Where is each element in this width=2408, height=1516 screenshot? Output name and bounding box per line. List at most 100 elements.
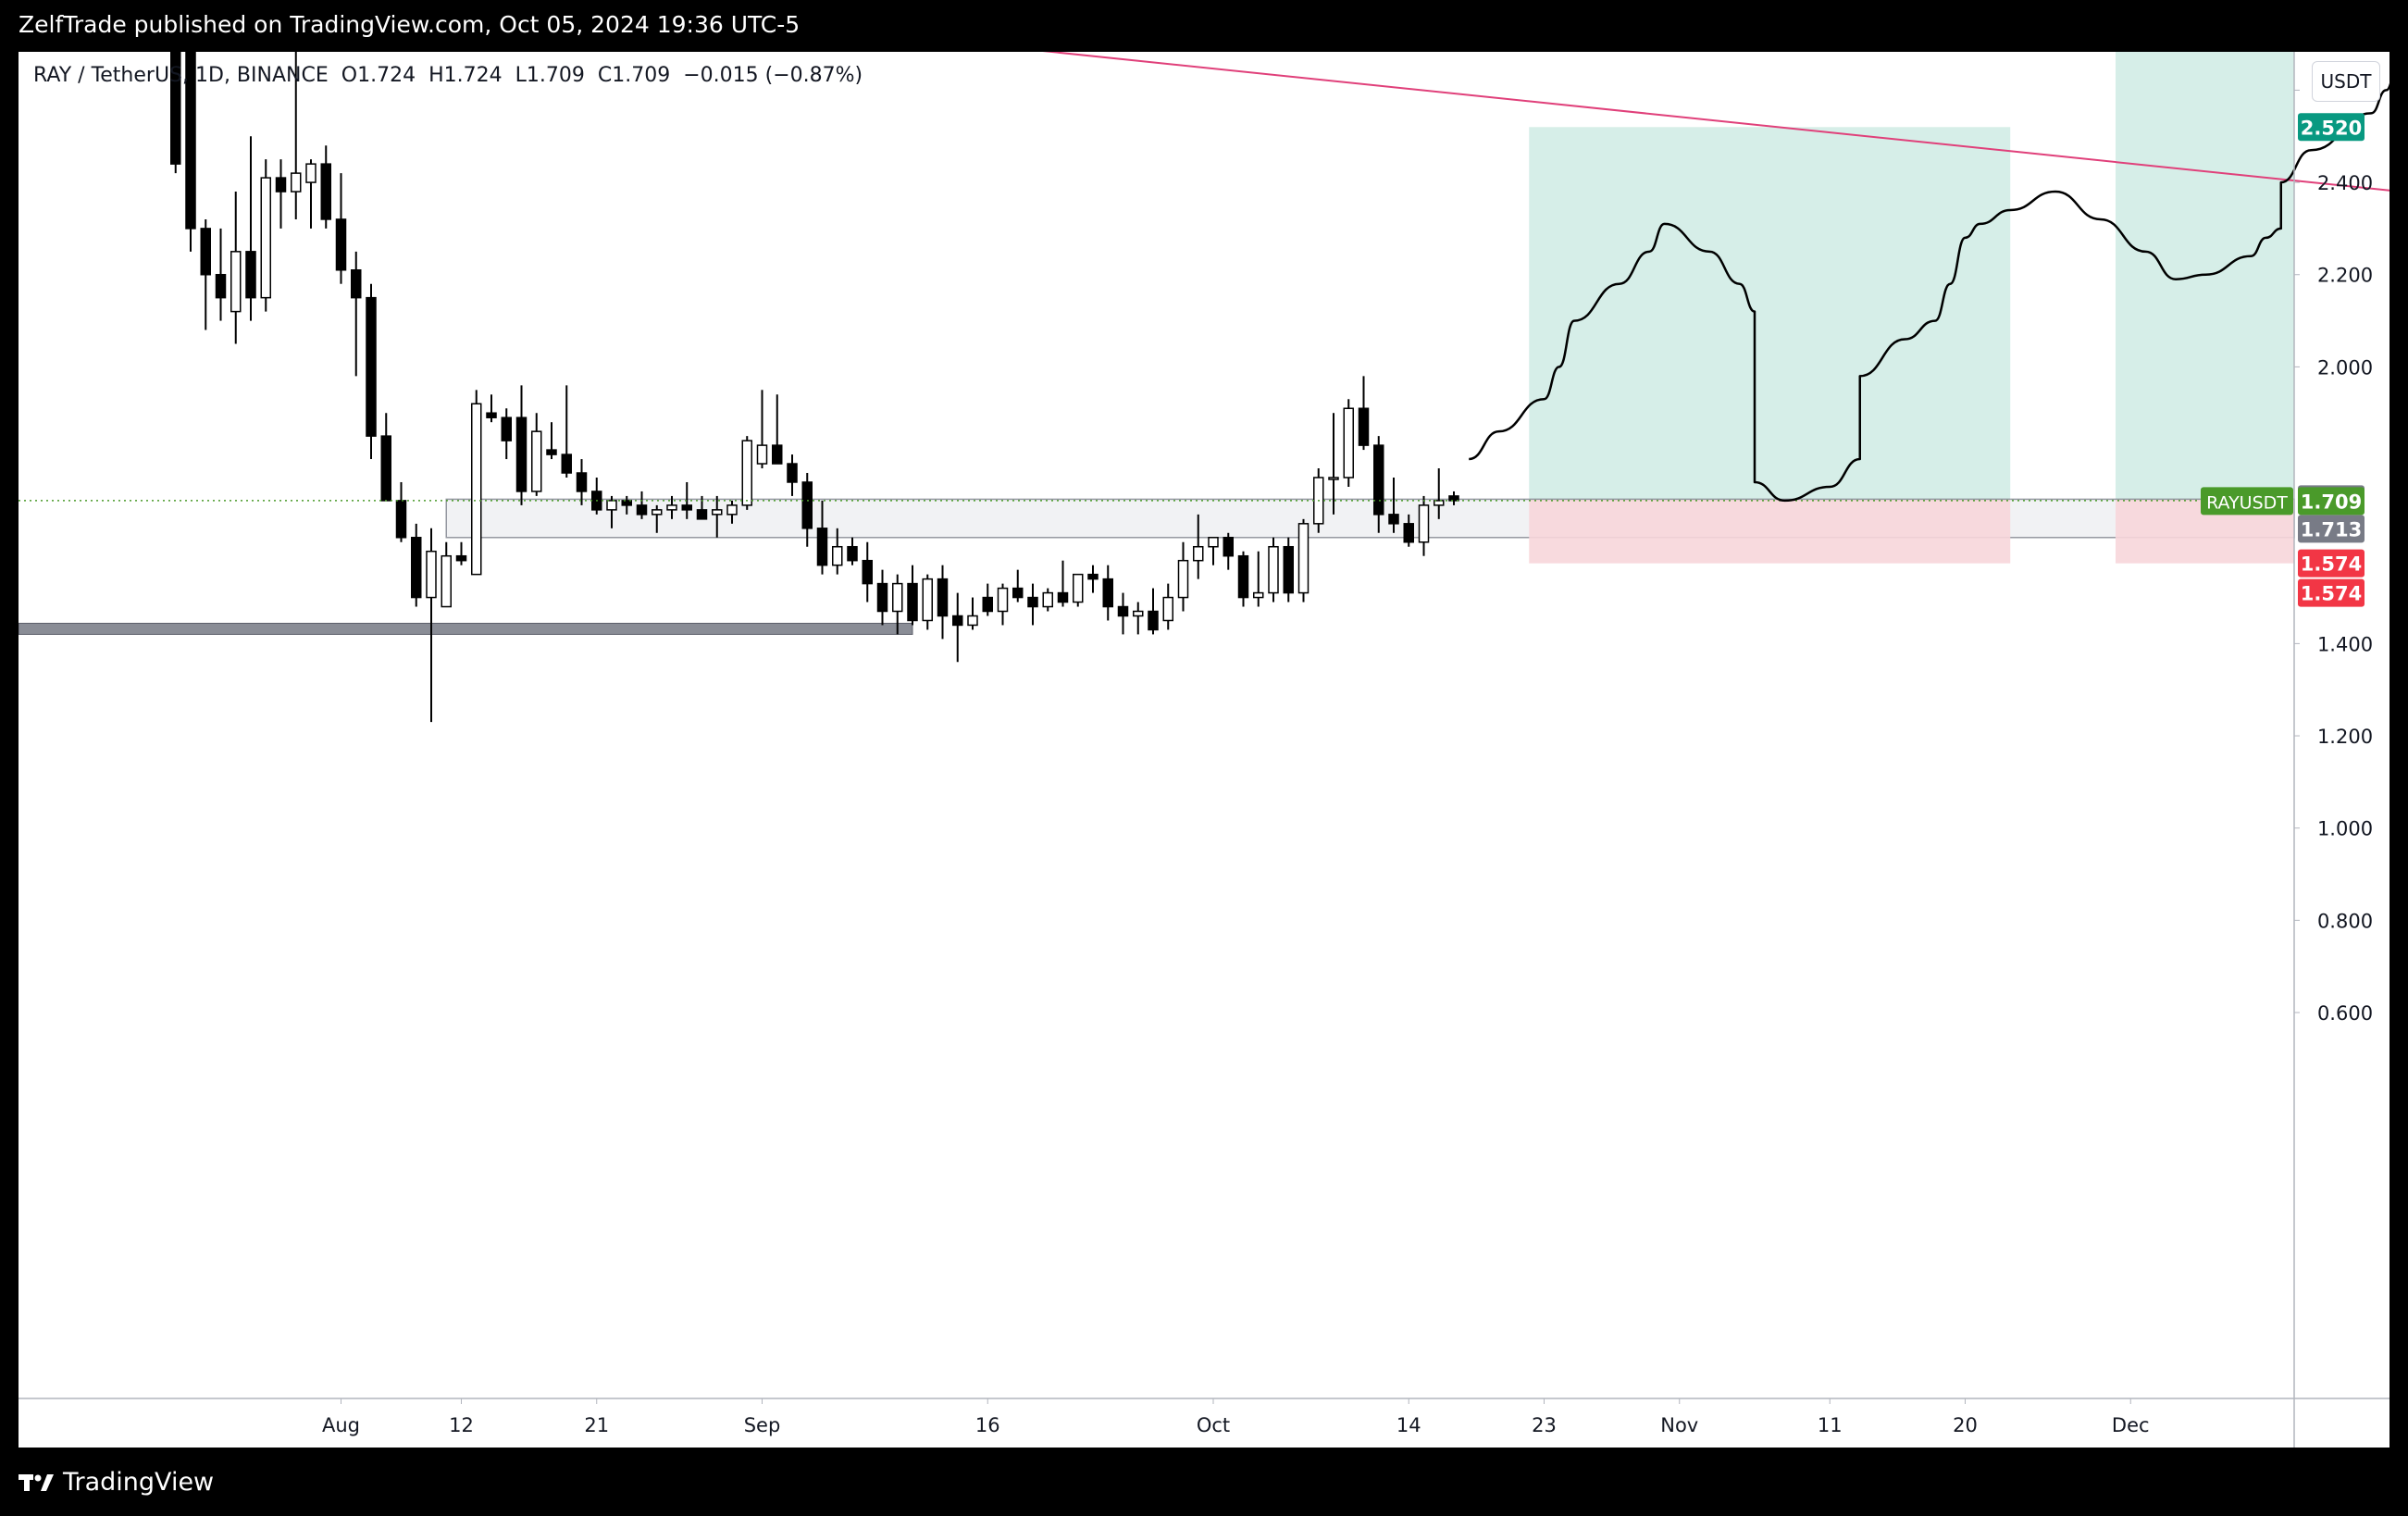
currency-unit-button[interactable]: USDT bbox=[2312, 61, 2380, 102]
candle-down bbox=[1087, 573, 1098, 580]
tradingview-brand: TradingView bbox=[63, 1468, 215, 1497]
symbol-badge-bg bbox=[2201, 487, 2293, 516]
candle-up bbox=[305, 163, 317, 183]
time-tick-label: 14 bbox=[1396, 1414, 1421, 1436]
price-tick-label: 2.200 bbox=[2317, 265, 2373, 287]
price-tick-label: 1.200 bbox=[2317, 726, 2373, 748]
candle-down bbox=[1448, 495, 1459, 502]
candle-down bbox=[380, 435, 391, 502]
tradingview-logo[interactable]: TradingView bbox=[19, 1468, 214, 1497]
candle-down bbox=[395, 500, 407, 539]
candle-up bbox=[1343, 407, 1354, 478]
tradingview-logo-icon bbox=[19, 1473, 54, 1491]
price-badge-bg bbox=[2298, 515, 2365, 543]
candle-down bbox=[862, 559, 873, 585]
candle-down bbox=[320, 163, 331, 220]
candles-layer bbox=[170, 52, 1459, 723]
legend-symbol[interactable]: RAY / TetherUS, 1D, BINANCE bbox=[33, 64, 329, 87]
candle-up bbox=[922, 578, 933, 622]
price-badge-range: 1.713 bbox=[2298, 515, 2365, 543]
price-badge-value: 1.574 bbox=[2301, 583, 2362, 605]
candle-up bbox=[426, 550, 437, 599]
candle-down bbox=[1102, 578, 1113, 608]
candle-down bbox=[1027, 596, 1038, 608]
candle-down bbox=[772, 444, 783, 465]
candle-up bbox=[1434, 500, 1445, 506]
price-tick-label: 0.800 bbox=[2317, 910, 2373, 932]
candle-up bbox=[1208, 537, 1219, 548]
price-badge-bg bbox=[2298, 113, 2365, 142]
candle-up bbox=[726, 504, 738, 516]
legend-low: 1.709 bbox=[526, 64, 585, 87]
candle-up bbox=[892, 582, 903, 613]
candle-down bbox=[801, 481, 813, 529]
legend-close-label: C bbox=[597, 64, 613, 87]
drawings-layer bbox=[19, 52, 2389, 503]
candle-down bbox=[275, 177, 287, 193]
candle-down bbox=[335, 218, 347, 271]
candle-down bbox=[787, 463, 798, 483]
candle-down bbox=[1148, 610, 1159, 631]
time-tick-label: Dec bbox=[2112, 1414, 2150, 1436]
price-badge-bg bbox=[2298, 487, 2365, 516]
legend-high-label: H bbox=[428, 64, 444, 87]
candle-down bbox=[1057, 591, 1069, 603]
price-badge-target: 2.520 bbox=[2298, 113, 2365, 142]
candle-up bbox=[1418, 504, 1430, 543]
candle-up bbox=[260, 177, 271, 299]
zones-layer bbox=[19, 52, 2295, 635]
price-tick-label: 0.600 bbox=[2317, 1002, 2373, 1025]
candle-up bbox=[531, 430, 542, 492]
candle-down bbox=[1283, 545, 1294, 594]
legend-high: 1.724 bbox=[443, 64, 503, 87]
candle-up bbox=[1193, 545, 1204, 562]
legend-open-label: O bbox=[341, 64, 358, 87]
price-tick-label: 1.000 bbox=[2317, 818, 2373, 840]
candle-down bbox=[501, 416, 512, 441]
price-badge-value: 2.520 bbox=[2301, 117, 2362, 139]
price-tick-label: 2.000 bbox=[2317, 356, 2373, 379]
time-tick-label: Aug bbox=[322, 1414, 360, 1436]
range-box-zone bbox=[445, 498, 2295, 539]
chart-panel[interactable]: 3.2003.0002.8002.6002.4002.2002.0001.400… bbox=[19, 52, 2389, 1448]
candle-down bbox=[411, 537, 422, 599]
candle-down bbox=[1358, 407, 1370, 446]
candle-up bbox=[756, 444, 768, 465]
candle-up bbox=[712, 509, 723, 516]
price-tick-label: 2.400 bbox=[2317, 172, 2373, 194]
candle-down bbox=[621, 500, 632, 506]
candle-down bbox=[1012, 587, 1024, 599]
price-badge-value: 1.709 bbox=[2301, 491, 2362, 513]
publisher-line: ZelfTrade published on TradingView.com, … bbox=[19, 11, 801, 38]
candle-up bbox=[1297, 523, 1310, 594]
long-position-1-target-zone bbox=[1529, 127, 2011, 500]
price-badge-value: 1.713 bbox=[2301, 518, 2362, 541]
long-position-1-stop-zone bbox=[1529, 499, 2011, 564]
price-badge-stop: 1.574 bbox=[2298, 578, 2365, 607]
legend-open: 1.724 bbox=[357, 64, 416, 87]
candle-down bbox=[952, 615, 963, 627]
candle-up bbox=[1073, 573, 1084, 603]
candle-down bbox=[937, 578, 949, 617]
candle-down bbox=[847, 545, 858, 562]
candle-down bbox=[170, 52, 181, 165]
candle-up bbox=[230, 251, 242, 313]
time-tick-label: Oct bbox=[1197, 1414, 1230, 1436]
legend-low-label: L bbox=[515, 64, 527, 87]
candle-down bbox=[1403, 523, 1414, 543]
candle-down bbox=[1223, 537, 1234, 557]
price-badge-bg bbox=[2298, 549, 2365, 578]
candle-down bbox=[816, 528, 828, 566]
time-tick-label: 16 bbox=[975, 1414, 1000, 1436]
price-badge-stop: 1.574 bbox=[2298, 549, 2365, 578]
candle-down bbox=[1237, 554, 1249, 599]
candle-up bbox=[606, 500, 617, 511]
chart-canvas[interactable]: 3.2003.0002.8002.6002.4002.2002.0001.400… bbox=[19, 52, 2389, 1448]
candle-down bbox=[351, 269, 362, 299]
price-badge-last: 1.709 RAYUSDT bbox=[2201, 487, 2365, 516]
candle-up bbox=[471, 403, 482, 576]
candle-up bbox=[1268, 545, 1279, 594]
candle-down bbox=[982, 596, 993, 613]
candle-down bbox=[696, 509, 708, 520]
candle-down bbox=[200, 228, 211, 276]
